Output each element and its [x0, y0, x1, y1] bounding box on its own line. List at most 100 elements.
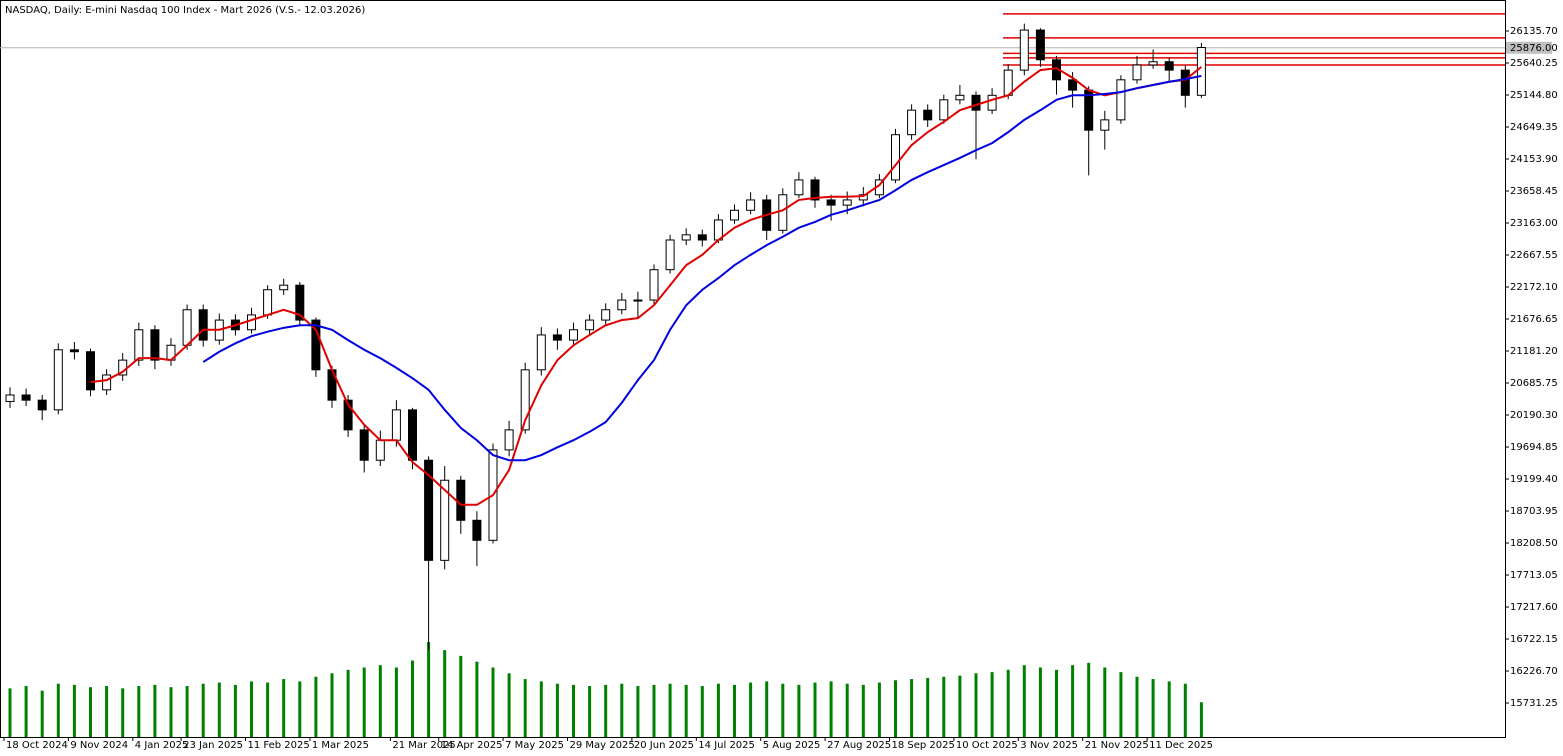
candle-body — [1068, 79, 1078, 91]
x-tick-label: 29 May 2025 — [570, 740, 635, 751]
candle-body — [86, 351, 95, 391]
volume-bar — [1006, 669, 1010, 737]
volume-bar — [765, 681, 769, 737]
volume-bar — [121, 688, 125, 737]
y-tick-label: 16722.15 — [1510, 634, 1558, 645]
price-label: 25876.00 — [1510, 43, 1558, 54]
volume-bar — [845, 683, 849, 737]
candle-body — [858, 194, 868, 201]
y-tick-label: 17217.60 — [1510, 602, 1558, 613]
candle-body — [649, 269, 659, 301]
x-tick-label: 14 Apr 2025 — [441, 740, 503, 751]
volume-bar — [282, 679, 286, 737]
y-tick-label: 20685.75 — [1510, 378, 1558, 389]
volume-bar — [1071, 665, 1075, 737]
chart-title: NASDAQ, Daily: E-mini Nasdaq 100 Index -… — [5, 5, 365, 16]
volume-bar — [1038, 667, 1042, 737]
x-tick-label: 21 Mar 2025 — [392, 740, 455, 751]
candle-body — [1164, 61, 1174, 71]
y-tick-label: 15731.25 — [1510, 698, 1558, 709]
candle-body — [102, 374, 112, 391]
candle-body — [1100, 119, 1110, 131]
candle-body — [891, 134, 900, 181]
candle-body — [198, 309, 208, 341]
x-tick-label: 18 Sep 2025 — [892, 740, 955, 751]
candle-body — [794, 179, 804, 196]
volume-bar — [668, 683, 672, 737]
volume-bar — [314, 676, 318, 737]
volume-bar — [974, 673, 978, 737]
x-tick-label: 11 Feb 2025 — [248, 740, 310, 751]
y-tick-label: 22172.10 — [1510, 282, 1558, 293]
x-tick-label: 20 Jun 2025 — [634, 740, 694, 751]
volume-bar — [491, 667, 495, 737]
y-tick-label: 19694.85 — [1510, 442, 1558, 453]
candle-body — [1132, 64, 1142, 81]
y-tick-label: 24153.90 — [1510, 154, 1558, 165]
volume-bar — [781, 683, 785, 737]
volume-bar — [250, 681, 253, 737]
price-label-box — [1506, 41, 1552, 54]
candle-body — [5, 394, 15, 402]
volume-bar — [362, 667, 366, 737]
candle-body — [504, 429, 514, 451]
volume-bar — [861, 684, 865, 737]
y-tick-label: 17713.05 — [1510, 570, 1558, 581]
candle-body — [440, 479, 450, 561]
y-tick-label: 20190.30 — [1510, 410, 1558, 421]
volume-bar — [24, 686, 28, 737]
candle-body — [552, 334, 562, 341]
candle-body — [520, 369, 530, 431]
x-tick-label: 11 Dec 2025 — [1149, 740, 1213, 751]
volume-bar — [1199, 702, 1203, 737]
y-tick-label: 26135.70 — [1510, 26, 1558, 37]
volume-bar — [266, 682, 270, 737]
volume-bar — [427, 642, 431, 737]
x-tick-label: 23 Jan 2025 — [183, 740, 243, 751]
volume-bar — [1167, 681, 1171, 737]
volume-bar — [749, 682, 753, 737]
volume-bar — [137, 686, 141, 737]
volume-bar — [411, 660, 414, 737]
candle-body — [907, 109, 917, 136]
x-tick-label: 1 Mar 2025 — [312, 740, 369, 751]
y-tick-label: 21181.20 — [1510, 346, 1558, 357]
candle-body — [536, 334, 546, 371]
candle-body — [472, 519, 482, 541]
candle-body — [134, 329, 144, 361]
moving-average — [202, 74, 1202, 462]
y-tick-label: 25640.25 — [1510, 58, 1558, 69]
candle-body — [21, 394, 31, 401]
volume-bar — [105, 686, 109, 737]
candle-body — [424, 459, 434, 561]
volume-bar — [8, 688, 12, 737]
volume-bar — [1055, 669, 1058, 737]
volume-bar — [877, 682, 881, 737]
x-tick-label: 5 Aug 2025 — [763, 740, 821, 751]
candle-body — [987, 94, 997, 111]
volume-bar — [1119, 672, 1123, 737]
volume-bar — [555, 683, 559, 737]
volume-bar — [346, 669, 350, 737]
volume-bar — [636, 686, 640, 737]
candle-body — [842, 199, 852, 206]
x-tick-label: 4 Jan 2025 — [135, 740, 189, 751]
volume-bar — [652, 684, 656, 737]
volume-bar — [233, 684, 237, 737]
volume-bar — [185, 686, 189, 737]
volume-bar — [1103, 667, 1107, 737]
candle-body — [37, 399, 47, 411]
volume-bar — [56, 683, 60, 737]
y-tick-label: 18703.95 — [1510, 506, 1558, 517]
moving-average — [90, 66, 1203, 506]
candle-body — [681, 234, 691, 241]
volume-bar — [1151, 679, 1155, 737]
candle-body — [1019, 29, 1029, 71]
candle-body — [295, 284, 305, 321]
candle-body — [53, 349, 63, 411]
candle-body — [150, 329, 160, 361]
volume-bar — [394, 667, 398, 737]
volume-bar — [733, 684, 736, 737]
volume-bar — [475, 661, 479, 737]
plot-frame — [0, 0, 1506, 738]
